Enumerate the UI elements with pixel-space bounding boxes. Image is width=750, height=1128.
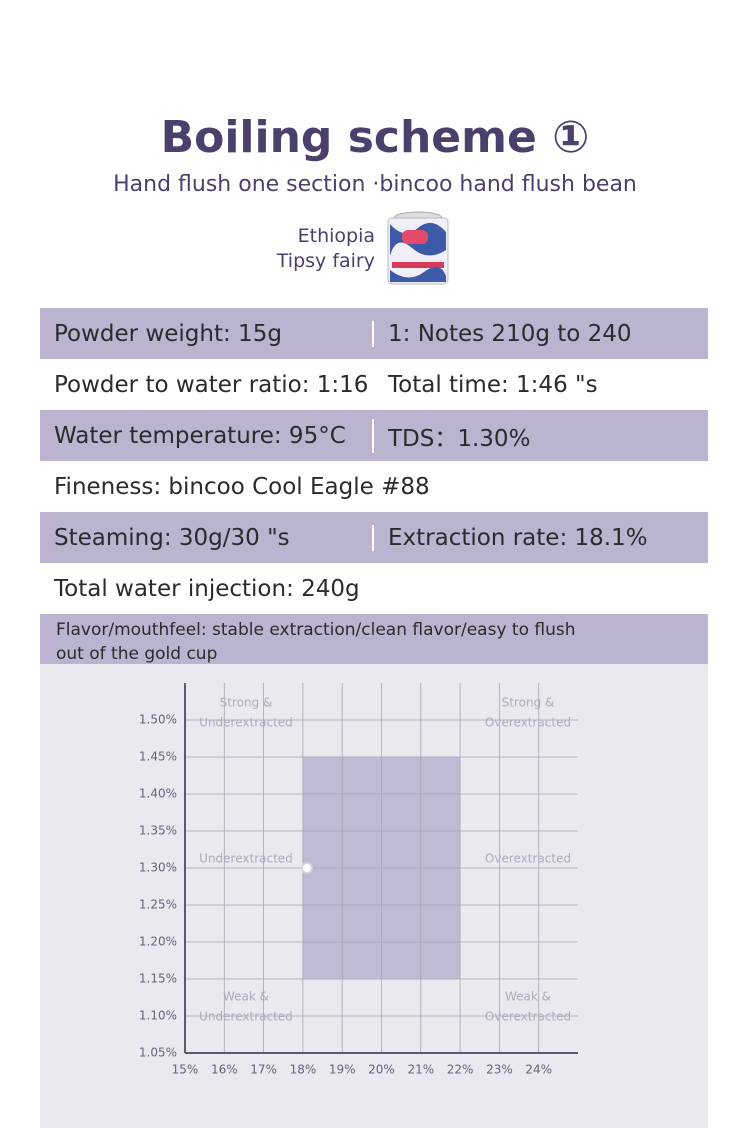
y-tick-label: 1.30% [139,861,177,875]
recipe-table: Powder weight: 15g 1: Notes 210g to 240 Po… [40,308,708,614]
zone-label: Overextracted [485,1010,571,1024]
zone-label: Weak & [505,990,551,1004]
table-row: Powder to water ratio: 1:16 Total time: 1… [40,359,708,410]
table-cell: Fineness: bincoo Cool Eagle #88 [54,473,430,500]
coffee-can [387,211,449,285]
y-tick-label: 1.20% [139,935,177,949]
x-tick-label: 16% [211,1063,238,1077]
table-cell: TDS：1.30% [372,418,706,453]
table-row: Steaming: 30g/30 "s Extraction rate: 18.1… [40,512,708,563]
zone-label: Overextracted [485,716,571,730]
x-tick-label: 24% [525,1063,552,1077]
zone-label: Strong & [502,696,555,710]
table-row: Fineness: bincoo Cool Eagle #88 [40,461,708,512]
x-tick-label: 18% [290,1063,317,1077]
x-tick-label: 23% [486,1063,513,1077]
zone-label: Strong & [220,696,273,710]
y-tick-label: 1.10% [139,1009,177,1023]
y-tick-label: 1.50% [139,713,177,727]
y-tick-label: 1.35% [139,824,177,838]
bean-name: Ethiopia Tipsy fairy [250,224,375,274]
bean-origin: Ethiopia [297,225,375,247]
bean-variety: Tipsy fairy [276,250,375,272]
table-cell: Powder weight: 15g [54,320,282,347]
zone-label: Weak & [223,990,269,1004]
x-tick-label: 19% [329,1063,356,1077]
x-tick-label: 22% [447,1063,474,1077]
table-row: Powder weight: 15g 1: Notes 210g to 240 [40,308,708,359]
y-tick-label: 1.40% [139,787,177,801]
table-cell: Total time: 1:46 "s [372,371,706,398]
table-cell: Extraction rate: 18.1% [372,524,706,551]
x-tick-label: 21% [407,1063,434,1077]
zone-label: Underextracted [199,1010,293,1024]
flavor-note: Flavor/mouthfeel: stable extraction/clea… [40,614,708,664]
zone-label: Overextracted [485,852,571,866]
y-tick-label: 1.45% [139,750,177,764]
table-cell: Steaming: 30g/30 "s [54,524,290,551]
x-tick-label: 15% [172,1063,199,1077]
table-cell: Total water injection: 240g [54,575,360,602]
y-tick-label: 1.25% [139,898,177,912]
title: Boiling scheme ① [160,112,590,163]
y-tick-label: 1.15% [139,972,177,986]
table-cell: Powder to water ratio: 1:16 [54,371,369,398]
zone-label: Underextracted [199,716,293,730]
table-cell: Water temperature: 95°C [54,422,346,449]
table-row: Total water injection: 240g [40,563,708,614]
x-tick-label: 17% [250,1063,277,1077]
data-point [300,862,313,874]
y-tick-label: 1.05% [139,1046,177,1060]
table-row: Water temperature: 95°C TDS：1.30% [40,410,708,461]
table-cell: 1: Notes 210g to 240 [372,320,706,347]
zone-label: Underextracted [199,852,293,866]
subtitle: Hand flush one section ·bincoo hand flus… [113,172,637,197]
x-tick-label: 20% [368,1063,395,1077]
brewing-chart: 1.05% 1.10% 1.15% 1.20% 1.25% 1.30% 1.35% 1.40%… [40,664,708,1128]
